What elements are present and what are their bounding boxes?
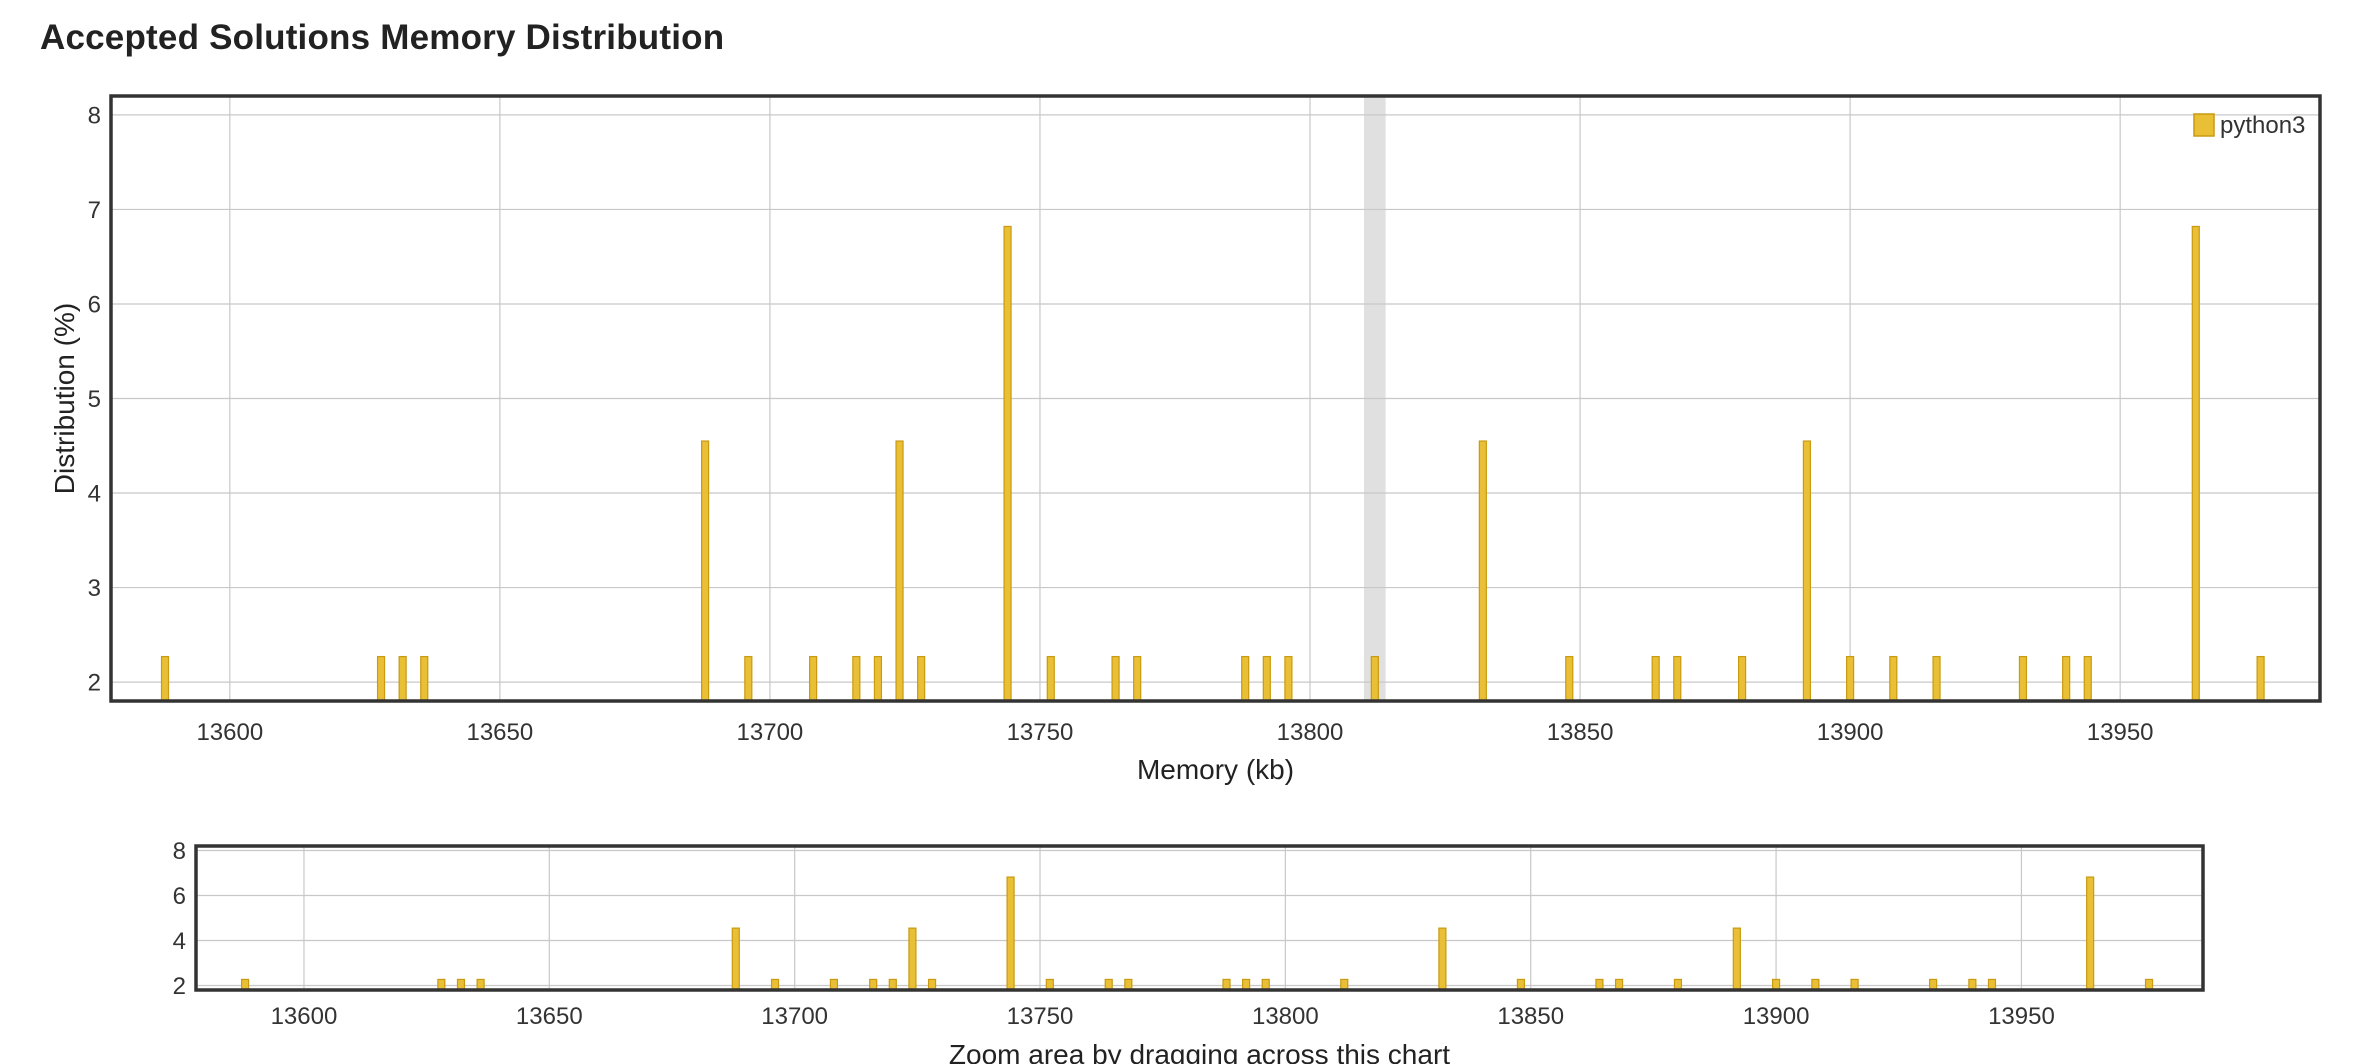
bar[interactable] <box>1673 655 1682 702</box>
bar[interactable] <box>895 440 904 702</box>
bar[interactable] <box>1651 655 1660 702</box>
bar[interactable] <box>1732 927 1741 991</box>
bar[interactable] <box>873 655 883 702</box>
bar[interactable] <box>744 655 753 702</box>
bar[interactable] <box>809 655 818 702</box>
y-axis-title: Distribution (%) <box>49 303 80 494</box>
bar[interactable] <box>1133 655 1142 702</box>
x-tick-label: 13600 <box>196 719 263 746</box>
y-tick-label: 5 <box>88 386 101 413</box>
bar[interactable] <box>1003 225 1012 702</box>
bar[interactable] <box>1241 655 1250 702</box>
x-tick-label: 13750 <box>1007 719 1074 746</box>
x-tick-label: 13850 <box>1497 1003 1564 1030</box>
x-tick-label: 13700 <box>761 1003 828 1030</box>
bar[interactable] <box>1111 655 1120 702</box>
bar[interactable] <box>917 655 926 702</box>
bar[interactable] <box>1284 655 1293 702</box>
y-tick-label: 7 <box>88 197 101 224</box>
bar[interactable] <box>2191 225 2200 702</box>
x-tick-label: 13750 <box>1007 1003 1074 1030</box>
bar[interactable] <box>420 655 429 702</box>
x-tick-label: 13950 <box>2087 719 2154 746</box>
plot-frame <box>109 94 2322 703</box>
y-tick-label: 8 <box>173 838 186 865</box>
bar[interactable] <box>1889 655 1898 702</box>
x-tick-label: 13800 <box>1277 719 1344 746</box>
x-tick-label: 13900 <box>1743 1003 1810 1030</box>
bar[interactable] <box>1737 655 1747 702</box>
bar[interactable] <box>1370 655 1379 702</box>
y-tick-label: 2 <box>88 670 101 697</box>
bar[interactable] <box>1846 655 1855 702</box>
page-title: Accepted Solutions Memory Distribution <box>40 18 725 57</box>
y-tick-label: 4 <box>173 928 186 955</box>
y-tick-label: 3 <box>88 575 101 602</box>
bar[interactable] <box>2062 655 2071 702</box>
bar[interactable] <box>376 655 386 702</box>
bar[interactable] <box>908 927 917 991</box>
x-tick-label: 13850 <box>1547 719 1614 746</box>
y-tick-label: 6 <box>88 292 101 319</box>
bar[interactable] <box>1565 655 1574 702</box>
y-tick-label: 6 <box>173 883 186 910</box>
x-tick-label: 13950 <box>1988 1003 2055 1030</box>
bar[interactable] <box>1046 655 1055 702</box>
x-tick-label: 13700 <box>737 719 804 746</box>
x-tick-label: 13900 <box>1817 719 1884 746</box>
main-chart[interactable]: 13600 13650 13700 13750 13800 13850 13900 13950… <box>49 94 2322 785</box>
bar[interactable] <box>1438 927 1447 991</box>
y-tick-label: 4 <box>88 481 101 508</box>
bar[interactable] <box>1802 440 1812 702</box>
bar[interactable] <box>2256 655 2265 702</box>
bar[interactable] <box>1478 440 1487 702</box>
bar[interactable] <box>731 927 740 991</box>
y-tick-label: 2 <box>173 973 186 1000</box>
x-axis-title: Memory (kb) <box>1137 754 1294 785</box>
bar[interactable] <box>852 655 861 702</box>
legend-swatch <box>2193 113 2215 137</box>
legend-label-python3: python3 <box>2220 112 2305 139</box>
bar[interactable] <box>1932 655 1941 702</box>
y-tick-label: 8 <box>88 103 101 130</box>
bar[interactable] <box>2018 655 2028 702</box>
bar[interactable] <box>160 655 170 702</box>
x-axis-title: Zoom area by dragging across this chart <box>949 1039 1450 1064</box>
x-tick-label: 13650 <box>466 719 533 746</box>
bar[interactable] <box>1006 876 1015 991</box>
plot-area <box>196 846 2203 990</box>
overview-chart[interactable]: 13600 13650 13700 13750 13800 13850 13900 13950… <box>173 838 2205 1064</box>
bar[interactable] <box>398 655 407 702</box>
bar[interactable] <box>2086 876 2095 991</box>
x-tick-label: 13600 <box>271 1003 338 1030</box>
x-tick-label: 13800 <box>1252 1003 1319 1030</box>
x-tick-label: 13650 <box>516 1003 583 1030</box>
bar[interactable] <box>2083 655 2092 702</box>
bar[interactable] <box>701 440 710 702</box>
legend[interactable]: python3 <box>2193 112 2305 139</box>
bar[interactable] <box>1262 655 1271 702</box>
plot-frame <box>194 844 2205 992</box>
